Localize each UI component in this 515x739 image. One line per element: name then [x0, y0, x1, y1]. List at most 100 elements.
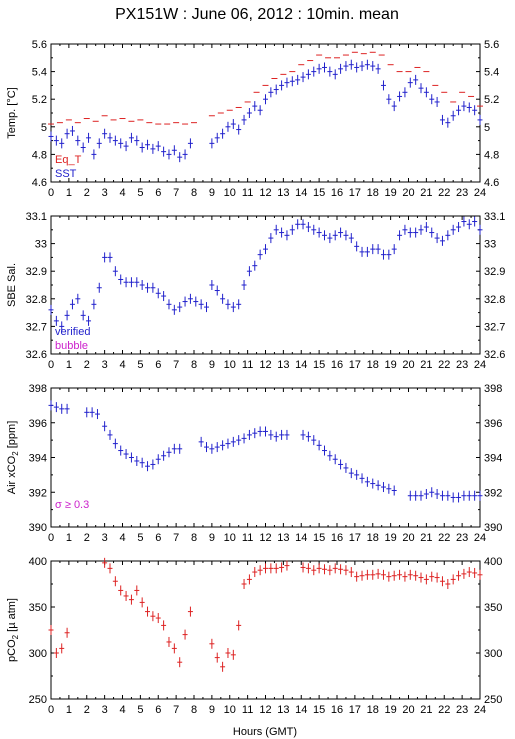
- data-point: [418, 490, 424, 501]
- x-tick-label: 21: [420, 532, 432, 544]
- x-tick-label: 2: [84, 532, 90, 544]
- y-tick-label-left: 5.4: [32, 67, 47, 79]
- data-point: [279, 429, 285, 440]
- y-label-part: [ppm]: [6, 421, 18, 452]
- x-tick-label: 2: [84, 359, 90, 371]
- data-point: [391, 570, 397, 581]
- data-point: [252, 567, 258, 578]
- data-point: [338, 227, 344, 238]
- data-point: [375, 568, 381, 579]
- data-point: [429, 487, 435, 498]
- x-tick-label: 9: [209, 359, 215, 371]
- x-tick-label: 1: [66, 187, 72, 199]
- data-point: [107, 429, 113, 440]
- data-point: [370, 244, 376, 255]
- y-tick-label-right: 250: [484, 694, 502, 706]
- data-point: [456, 222, 462, 233]
- data-point: [300, 72, 306, 83]
- data-point: [445, 230, 451, 241]
- data-point: [364, 476, 370, 487]
- data-point: [166, 149, 172, 160]
- data-point: [75, 135, 81, 146]
- data-point: [418, 83, 424, 94]
- x-tick-label: 2: [84, 187, 90, 199]
- data-point: [338, 63, 344, 74]
- data-point: [380, 80, 386, 91]
- data-point: [91, 149, 97, 160]
- y-label-subscript: 2: [11, 634, 20, 639]
- data-point: [150, 459, 156, 470]
- data-point: [118, 585, 124, 596]
- data-point: [161, 620, 167, 631]
- y-tick-label-left: 5.2: [32, 94, 47, 106]
- x-tick-label: 0: [48, 704, 54, 716]
- x-tick-label: 11: [242, 704, 253, 716]
- x-tick-label: 5: [137, 532, 143, 544]
- y-tick-label-right: 32.6: [484, 349, 505, 361]
- data-point: [434, 96, 440, 107]
- data-point: [397, 91, 403, 102]
- x-tick-label: 0: [48, 532, 54, 544]
- x-tick-label: 17: [349, 187, 361, 199]
- data-point: [295, 74, 301, 85]
- data-point: [300, 429, 306, 440]
- data-point: [370, 61, 376, 72]
- data-point: [225, 648, 231, 658]
- data-point: [187, 138, 193, 149]
- data-point: [311, 66, 317, 77]
- data-point: [59, 403, 65, 414]
- x-tick-label: 23: [456, 359, 468, 371]
- y-tick-label-left: 396: [29, 418, 47, 430]
- data-point: [391, 244, 397, 255]
- y-tick-label-right: 32.9: [484, 266, 505, 278]
- data-point: [407, 569, 413, 580]
- data-point: [450, 574, 456, 585]
- x-tick-label: 18: [367, 704, 379, 716]
- data-point: [423, 574, 429, 585]
- data-point: [69, 125, 75, 136]
- panels-group: 0 1 2 3 4 5 6 7 8 9 10 11 12 13 14 15 16 17 18 19 20 21 22 23 24…: [6, 39, 505, 716]
- y-tick-label-right: 396: [484, 418, 502, 430]
- data-point: [477, 569, 483, 580]
- x-tick-label: 13: [277, 359, 289, 371]
- data-point: [80, 142, 86, 153]
- data-point: [209, 638, 215, 649]
- y-tick-label-left: 33: [35, 239, 47, 251]
- data-point: [434, 488, 440, 499]
- x-tick-label: 19: [385, 532, 397, 544]
- x-tick-label: 9: [209, 187, 215, 199]
- x-tick-label: 19: [385, 704, 397, 716]
- data-point: [102, 128, 108, 139]
- data-point: [348, 59, 354, 70]
- data-point: [338, 564, 344, 575]
- data-point: [472, 105, 478, 116]
- y-tick-label-left: 300: [29, 648, 47, 660]
- data-point: [386, 249, 392, 260]
- data-point: [166, 447, 172, 458]
- data-point: [321, 445, 327, 456]
- data-point: [268, 233, 274, 244]
- x-tick-label: 7: [173, 359, 179, 371]
- data-point: [380, 482, 386, 493]
- data-point: [423, 222, 429, 233]
- data-point: [53, 402, 59, 413]
- data-point: [53, 648, 59, 658]
- data-point: [86, 315, 92, 326]
- data-point: [450, 224, 456, 235]
- y-tick-label-left: 398: [29, 383, 47, 395]
- data-point: [295, 219, 301, 230]
- data-point: [316, 227, 322, 238]
- y-tick-label-right: 33: [484, 239, 496, 251]
- data-point: [246, 108, 252, 118]
- data-point: [171, 304, 177, 315]
- data-point: [123, 277, 129, 288]
- y-tick-label-left: 32.6: [26, 349, 47, 361]
- data-point: [311, 565, 317, 576]
- data-point: [439, 114, 445, 125]
- x-tick-label: 6: [155, 704, 161, 716]
- data-point: [225, 121, 231, 132]
- data-point: [316, 563, 322, 574]
- data-point: [364, 569, 370, 580]
- data-point: [321, 62, 327, 73]
